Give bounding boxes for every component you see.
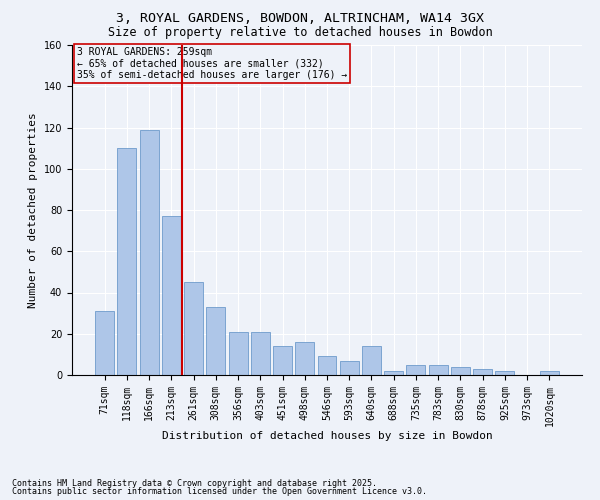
Bar [140,130,158,375]
Bar [184,282,203,375]
Bar [118,148,136,375]
Bar [95,311,114,375]
Bar [540,371,559,375]
Bar [406,364,425,375]
Bar [340,360,359,375]
Bar [451,367,470,375]
Bar [362,346,381,375]
Bar [229,332,248,375]
Y-axis label: Number of detached properties: Number of detached properties [28,112,38,308]
Bar [251,332,270,375]
Bar [162,216,181,375]
Text: Contains public sector information licensed under the Open Government Licence v3: Contains public sector information licen… [12,487,427,496]
Text: 3 ROYAL GARDENS: 259sqm
← 65% of detached houses are smaller (332)
35% of semi-d: 3 ROYAL GARDENS: 259sqm ← 65% of detache… [77,46,347,80]
Bar [473,369,492,375]
Bar [429,364,448,375]
Bar [273,346,292,375]
X-axis label: Distribution of detached houses by size in Bowdon: Distribution of detached houses by size … [161,432,493,442]
Bar [317,356,337,375]
Text: Size of property relative to detached houses in Bowdon: Size of property relative to detached ho… [107,26,493,39]
Bar [206,307,225,375]
Text: Contains HM Land Registry data © Crown copyright and database right 2025.: Contains HM Land Registry data © Crown c… [12,478,377,488]
Bar [384,371,403,375]
Bar [295,342,314,375]
Text: 3, ROYAL GARDENS, BOWDON, ALTRINCHAM, WA14 3GX: 3, ROYAL GARDENS, BOWDON, ALTRINCHAM, WA… [116,12,484,26]
Bar [496,371,514,375]
